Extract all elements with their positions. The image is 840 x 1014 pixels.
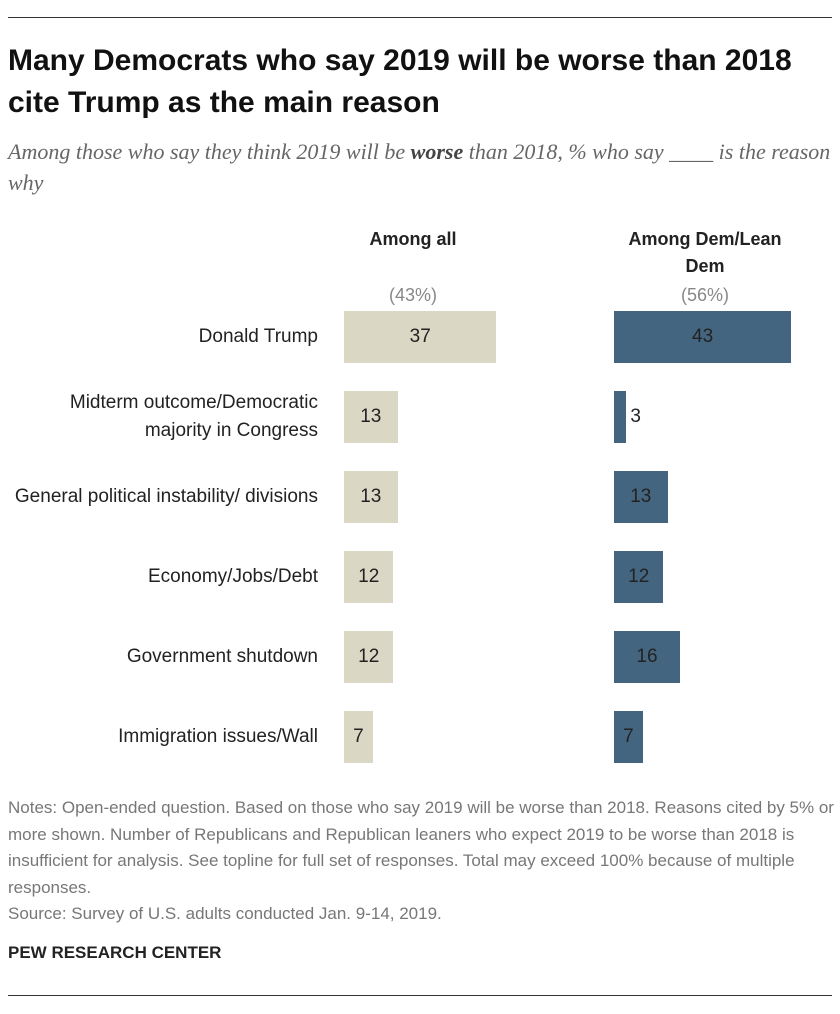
bar <box>614 391 627 443</box>
category-label: Midterm outcome/Democratic majority in C… <box>69 392 318 441</box>
brand: PEW RESEARCH CENTER <box>8 943 222 962</box>
notes-text: Notes: Open-ended question. Based on tho… <box>8 798 834 897</box>
category-label: General political instability/ divisions <box>14 486 318 507</box>
category-label: Government shutdown <box>126 646 318 667</box>
subtitle-text: than 2018, % who say ____ is the reason … <box>8 139 831 195</box>
category-label: Economy/Jobs/Debt <box>147 566 318 587</box>
bar <box>614 551 664 603</box>
value-label: 13 <box>360 406 382 427</box>
value-label: 13 <box>360 486 382 507</box>
chart-title: Many Democrats who say 2019 will be wors… <box>8 44 792 119</box>
bar <box>344 391 398 443</box>
chart-subtitle: Among those who say they think 2019 will… <box>8 136 833 198</box>
bar <box>344 471 398 523</box>
notes: Notes: Open-ended question. Based on tho… <box>8 795 836 928</box>
bar <box>344 311 497 363</box>
bar <box>614 311 792 363</box>
value-label: 43 <box>692 326 714 347</box>
value-label: 7 <box>353 726 364 747</box>
bottom-rule <box>8 995 832 996</box>
value-label: 13 <box>630 486 652 507</box>
series-sample: (56%) <box>680 285 729 305</box>
bar <box>344 631 394 683</box>
bar <box>614 471 668 523</box>
value-label: 7 <box>623 726 634 747</box>
bar <box>614 631 680 683</box>
series-header: Among all <box>369 229 457 249</box>
value-label: 12 <box>358 566 380 587</box>
bar <box>614 711 643 763</box>
bar <box>344 551 394 603</box>
subtitle-text: Among those who say they think 2019 will… <box>8 139 411 164</box>
value-label: 3 <box>630 406 641 427</box>
series-sample: (43%) <box>388 285 437 305</box>
series-header: Among Dem/Lean Dem <box>628 229 782 276</box>
value-label: 12 <box>358 646 380 667</box>
subtitle-emphasis: worse <box>410 139 464 164</box>
category-label: Donald Trump <box>198 326 318 347</box>
top-rule <box>8 17 832 18</box>
category-label: Immigration issues/Wall <box>118 726 318 747</box>
value-label: 12 <box>628 566 650 587</box>
value-label: 16 <box>636 646 658 667</box>
source: Source: Survey of U.S. adults conducted … <box>8 904 442 923</box>
value-label: 37 <box>409 326 431 347</box>
bar <box>344 711 373 763</box>
